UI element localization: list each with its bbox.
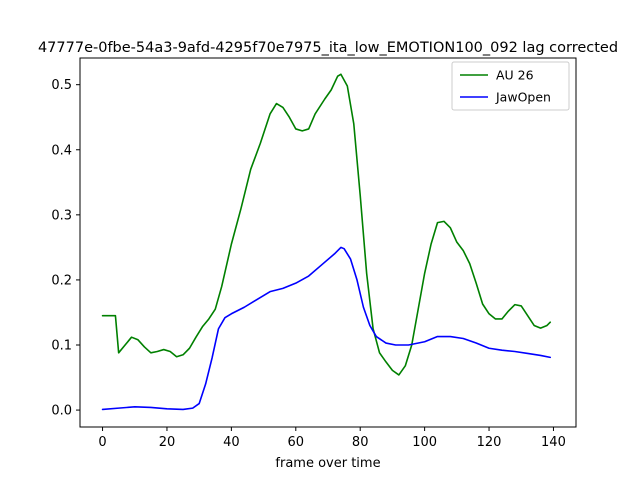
y-tick-label: 0.4 [51,143,72,158]
x-tick-label: 80 [352,435,369,450]
x-tick-label: 140 [541,435,566,450]
x-tick-label: 0 [98,435,106,450]
y-tick-label: 0.0 [51,404,72,419]
y-tick-label: 0.2 [51,273,72,288]
legend-box [451,61,570,111]
x-axis: 0 20 40 60 80 100 120 140 [98,427,566,450]
legend-items: AU 26 JawOpen [460,68,551,105]
x-tick-label: 40 [223,435,240,450]
series-line-1 [101,73,552,376]
y-tick-label: 0.1 [51,339,72,354]
y-tick-label: 0.5 [51,78,72,93]
chart-title: 47777e-0fbe-54a3-9afd-4295f70e7975_ita_l… [38,40,618,56]
y-axis: 0.0 0.1 0.2 0.3 0.4 0.5 [51,78,80,419]
axes-frame [79,57,577,428]
series-line-2 [101,246,552,411]
series-layer [101,73,552,411]
legend-label: JawOpen [495,90,551,105]
y-tick-label: 0.3 [51,208,72,223]
x-tick-label: 120 [477,435,502,450]
legend-label: AU 26 [496,68,534,83]
x-tick-label: 60 [288,435,305,450]
x-tick-label: 20 [159,435,176,450]
x-tick-label: 100 [412,435,437,450]
chart-legend: AU 26 JawOpen [451,61,570,111]
x-axis-label: frame over time [275,456,380,471]
